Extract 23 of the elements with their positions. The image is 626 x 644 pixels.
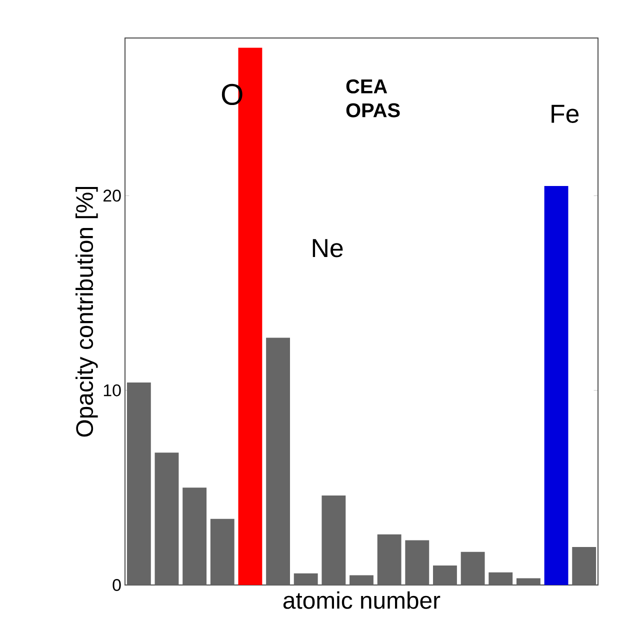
bar	[182, 488, 207, 585]
bar	[488, 572, 513, 585]
bar	[433, 566, 457, 585]
bar	[544, 186, 568, 585]
y-tick-label: 10	[104, 384, 121, 396]
bar	[516, 578, 540, 585]
annotation: Ne	[312, 239, 343, 258]
y-tick-label: 20	[104, 190, 121, 202]
bar	[294, 573, 318, 585]
y-tick-label: 0	[112, 579, 121, 591]
bar	[405, 540, 430, 585]
bar	[266, 338, 290, 585]
bar	[350, 575, 374, 585]
annotation: CEA OPAS	[346, 79, 400, 118]
bar	[322, 495, 346, 585]
bar	[460, 552, 485, 585]
annotation: Fe	[552, 104, 579, 123]
bar	[377, 534, 402, 585]
y-axis-title: Opacity contribution [%]	[76, 186, 98, 437]
bar	[154, 452, 179, 585]
x-axis-title: atomic number	[283, 591, 440, 609]
bar	[572, 547, 596, 585]
bar	[210, 518, 234, 585]
